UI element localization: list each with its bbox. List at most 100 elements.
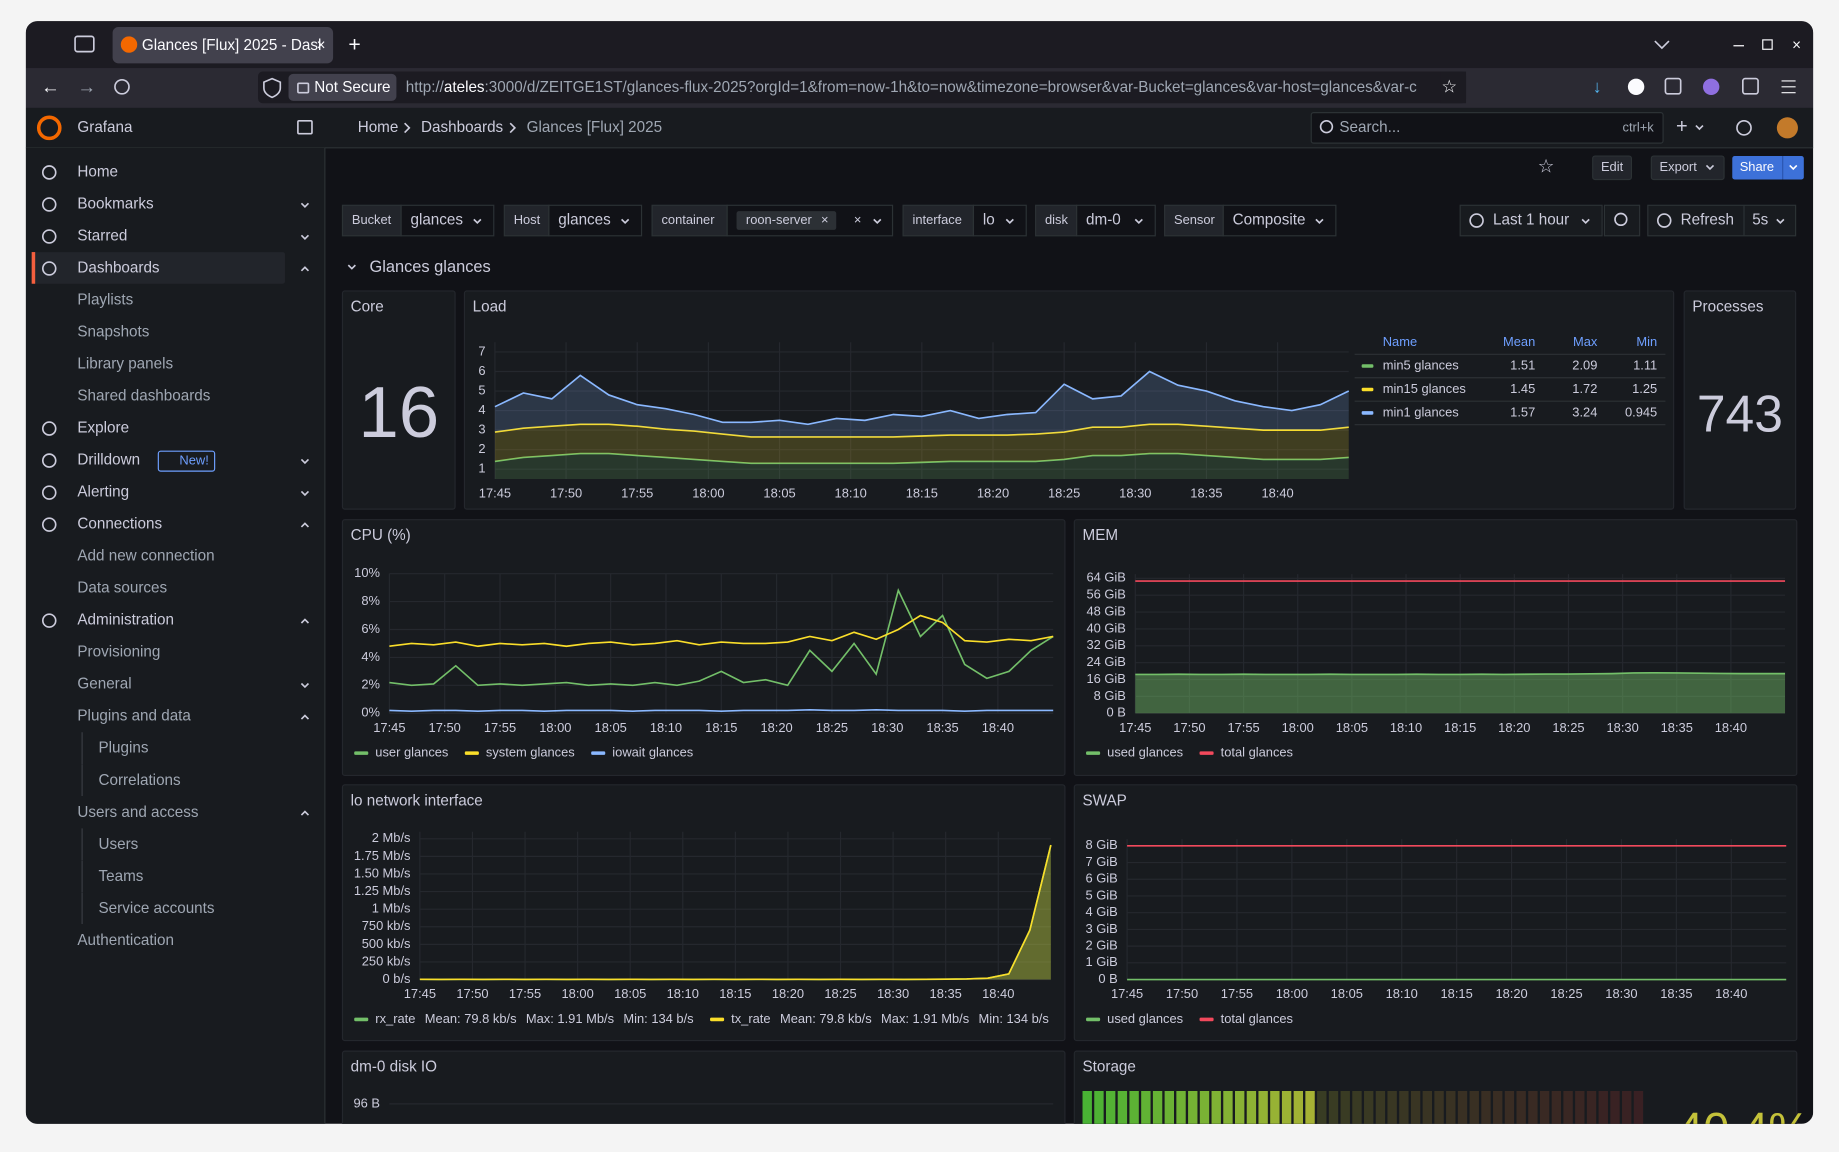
gauge-cell bbox=[1469, 1090, 1479, 1124]
gauge-cell bbox=[1176, 1090, 1186, 1124]
clear-values[interactable]: × bbox=[854, 212, 862, 227]
variable-label: Bucket bbox=[352, 212, 392, 227]
export-label: Export bbox=[1660, 159, 1698, 174]
x-tick-label: 18:40 bbox=[1261, 486, 1293, 501]
stat-value: 16 bbox=[358, 372, 439, 453]
legend-marker bbox=[354, 751, 369, 755]
series-line bbox=[419, 844, 1052, 981]
y-tick-label: 32 GiB bbox=[1087, 637, 1126, 652]
variable-label: interface bbox=[912, 212, 961, 227]
new-tab[interactable]: + bbox=[348, 33, 360, 56]
legend-stat: Max: 1.91 Mb/s bbox=[881, 1011, 969, 1026]
close-window[interactable]: × bbox=[1792, 37, 1801, 54]
x-tick-label: 18:30 bbox=[1606, 720, 1638, 735]
y-tick-label: 48 GiB bbox=[1087, 603, 1126, 618]
legend-stat: Min: 134 b/s bbox=[623, 1011, 693, 1026]
extension-1[interactable] bbox=[1627, 78, 1645, 96]
export-button[interactable] bbox=[1650, 155, 1725, 181]
y-tick-label: 2 Mb/s bbox=[372, 830, 411, 845]
url-scheme: http:// bbox=[406, 79, 445, 96]
x-tick-label: 17:50 bbox=[550, 486, 582, 501]
nav-item: Drilldown bbox=[77, 452, 140, 469]
legend-header: Min bbox=[1636, 334, 1657, 349]
variable-label-box bbox=[902, 204, 975, 237]
maximize[interactable] bbox=[1762, 39, 1773, 50]
tracking-shield[interactable] bbox=[263, 77, 282, 99]
y-tick-label: 250 kb/s bbox=[362, 953, 411, 968]
lock-icon bbox=[297, 82, 310, 94]
reload[interactable] bbox=[114, 78, 130, 95]
extension-2[interactable] bbox=[1702, 78, 1720, 96]
legend-stat: 1.45 bbox=[1510, 381, 1535, 396]
grafana-logo[interactable] bbox=[36, 115, 62, 141]
active-tab[interactable] bbox=[112, 26, 334, 64]
nav-item: Add new connection bbox=[77, 548, 214, 565]
x-tick-label: 17:55 bbox=[1227, 720, 1259, 735]
chevron bbox=[300, 234, 310, 240]
y-tick-label: 10% bbox=[354, 565, 380, 580]
x-tick-label: 17:55 bbox=[621, 486, 653, 501]
x-tick-label: 18:25 bbox=[1552, 720, 1584, 735]
chip-remove[interactable]: × bbox=[821, 212, 829, 227]
edit-button[interactable] bbox=[1592, 155, 1632, 181]
security-pill[interactable] bbox=[288, 73, 397, 101]
gauge-cell bbox=[1270, 1090, 1280, 1124]
zoom-out[interactable] bbox=[1603, 204, 1641, 237]
y-tick-label: 1.50 Mb/s bbox=[354, 865, 411, 880]
downloads[interactable]: ↓ bbox=[1593, 77, 1602, 97]
x-tick-label: 18:20 bbox=[760, 720, 792, 735]
dock-menu[interactable] bbox=[297, 120, 313, 135]
gauge-cell bbox=[1551, 1090, 1562, 1124]
nav-item: Bookmarks bbox=[77, 195, 154, 212]
refresh-button[interactable] bbox=[1647, 204, 1797, 237]
favorite[interactable]: ☆ bbox=[1538, 156, 1555, 177]
legend-marker bbox=[591, 751, 606, 755]
tab-overview[interactable] bbox=[74, 35, 95, 53]
legend-name: total glances bbox=[1221, 1011, 1293, 1026]
url: http://ateles:3000/d/ZEITGE1ST/glances-f… bbox=[406, 79, 1417, 96]
url-bar[interactable] bbox=[258, 71, 1467, 104]
forward[interactable]: → bbox=[77, 76, 96, 97]
menu[interactable] bbox=[1781, 80, 1796, 94]
panel bbox=[341, 290, 456, 510]
legend-stat: Mean: 79.8 kb/s bbox=[425, 1011, 517, 1026]
add-menu[interactable]: + bbox=[1676, 116, 1688, 138]
bookmark-star[interactable]: ☆ bbox=[1441, 77, 1457, 97]
variable-select[interactable] bbox=[548, 204, 643, 237]
y-tick-label: 64 GiB bbox=[1087, 570, 1126, 585]
row-collapse[interactable] bbox=[347, 264, 356, 270]
gauge-cell bbox=[1246, 1090, 1257, 1124]
nav-item: Users bbox=[99, 836, 139, 853]
variable-select[interactable] bbox=[400, 204, 495, 237]
x-tick-label: 17:45 bbox=[1119, 720, 1151, 735]
panel bbox=[341, 784, 1066, 1042]
extensions[interactable] bbox=[1664, 77, 1682, 95]
gauge-cell bbox=[1598, 1090, 1608, 1124]
y-tick-label: 750 kb/s bbox=[362, 918, 411, 933]
value-chip bbox=[736, 211, 837, 230]
extension-3[interactable] bbox=[1742, 77, 1759, 95]
gauge-cell bbox=[1281, 1090, 1292, 1124]
back[interactable]: ← bbox=[41, 76, 60, 97]
legend-stat: Max: 1.91 Mb/s bbox=[526, 1011, 614, 1026]
legend-name: used glances bbox=[1107, 1011, 1183, 1026]
variable-select[interactable] bbox=[972, 204, 1027, 237]
tab-list[interactable] bbox=[1654, 40, 1670, 50]
legend-stat: 1.11 bbox=[1633, 357, 1657, 372]
url-host: ateles bbox=[444, 79, 485, 96]
search-box[interactable] bbox=[1310, 112, 1664, 144]
y-tick-label: 6 bbox=[478, 363, 485, 378]
edit-label: Edit bbox=[1601, 159, 1624, 174]
nav-item: Correlations bbox=[99, 772, 182, 789]
series-line bbox=[1135, 671, 1786, 676]
active-item-bg bbox=[31, 252, 285, 284]
panel-title: Processes bbox=[1692, 298, 1763, 315]
avatar[interactable] bbox=[1776, 117, 1798, 139]
nav-icon bbox=[41, 197, 57, 212]
help[interactable] bbox=[1736, 120, 1752, 136]
share-button[interactable] bbox=[1732, 156, 1804, 180]
x-tick-label: 18:25 bbox=[1550, 986, 1582, 1001]
chevron bbox=[300, 682, 310, 689]
tab-close[interactable]: × bbox=[317, 37, 326, 54]
legend-name: min5 glances bbox=[1383, 357, 1459, 372]
